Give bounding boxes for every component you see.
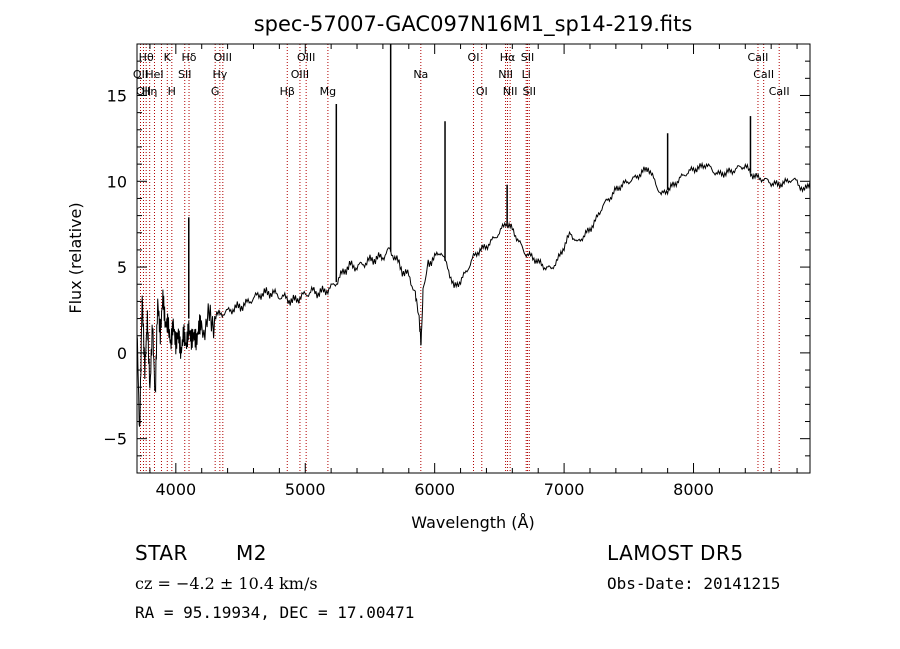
chart-title: spec-57007-GAC097N16M1_sp14-219.fits <box>254 12 693 37</box>
y-tick-label: 10 <box>107 172 127 191</box>
spectrum-series <box>136 44 811 427</box>
x-tick-label: 7000 <box>544 480 585 499</box>
spectral-line-label: Na <box>413 68 428 81</box>
spectral-line-label: OIII <box>291 68 309 81</box>
x-tick-label: 5000 <box>285 480 326 499</box>
plot-frame <box>136 43 811 474</box>
spectral-line-label: K <box>164 51 172 64</box>
y-tick-label: 0 <box>117 344 127 363</box>
spectral-line-label: CaII <box>748 51 769 64</box>
x-tick-label: 4000 <box>155 480 196 499</box>
x-tick-label: 6000 <box>414 480 455 499</box>
survey-name: LAMOST DR5 <box>607 541 744 565</box>
x-tick-label: 8000 <box>673 480 714 499</box>
spectral-line-label: Hη <box>142 85 157 98</box>
spectral-line-label: Hα <box>500 51 516 64</box>
spectral-line-labels: OIIOIIHθHηHeIKHSIIHδGHγOIIIHβOIIIOIIIMgN… <box>133 51 790 98</box>
spectral-line-label: Hγ <box>212 68 227 81</box>
spectral-line-label: OI <box>476 85 488 98</box>
spectral-line-label: CaII <box>769 85 790 98</box>
spectral-line-label: SII <box>523 85 536 98</box>
y-tick-label: 15 <box>107 86 127 105</box>
spectral-line-label: CaII <box>753 68 774 81</box>
coordinates: RA = 95.19934, DEC = 17.00471 <box>135 603 415 622</box>
spectral-line-label: Mg <box>320 85 336 98</box>
spectrum-line <box>136 161 811 427</box>
spectral-line-label: NII <box>498 68 513 81</box>
spectral-line-label: NII <box>503 85 518 98</box>
spectral-line-label: G <box>211 85 220 98</box>
spectral-line-label: SII <box>521 51 534 64</box>
object-class: STAR <box>135 541 188 565</box>
spectral-line-markers <box>139 44 780 473</box>
y-axis-label: Flux (relative) <box>66 202 85 313</box>
y-tick-label: −5 <box>103 430 127 449</box>
spectral-line-label: Hβ <box>280 85 295 98</box>
spectral-line-label: Hδ <box>182 51 197 64</box>
observation-date: Obs-Date: 20141215 <box>607 574 781 593</box>
spectral-line-label: OII <box>136 85 151 98</box>
x-axis-label: Wavelength (Å) <box>411 513 534 532</box>
spectral-line-label: Hθ <box>139 51 154 64</box>
spectral-line-label: H <box>168 85 176 98</box>
spectral-line-label: HeI <box>145 68 163 81</box>
object-subclass: M2 <box>236 541 267 565</box>
axes: 4000 5000 6000 7000 8000 −5 0 5 10 15 <box>103 44 810 499</box>
spectral-line-label: OI <box>468 51 480 64</box>
spectral-line-label: SII <box>178 68 191 81</box>
redshift-velocity: cz = −4.2 ± 10.4 km/s <box>135 574 318 593</box>
spectral-line-label: Li <box>522 68 531 81</box>
spectral-line-label: OIII <box>297 51 315 64</box>
y-tick-label: 5 <box>117 258 127 277</box>
spectral-line-label: OIII <box>214 51 232 64</box>
